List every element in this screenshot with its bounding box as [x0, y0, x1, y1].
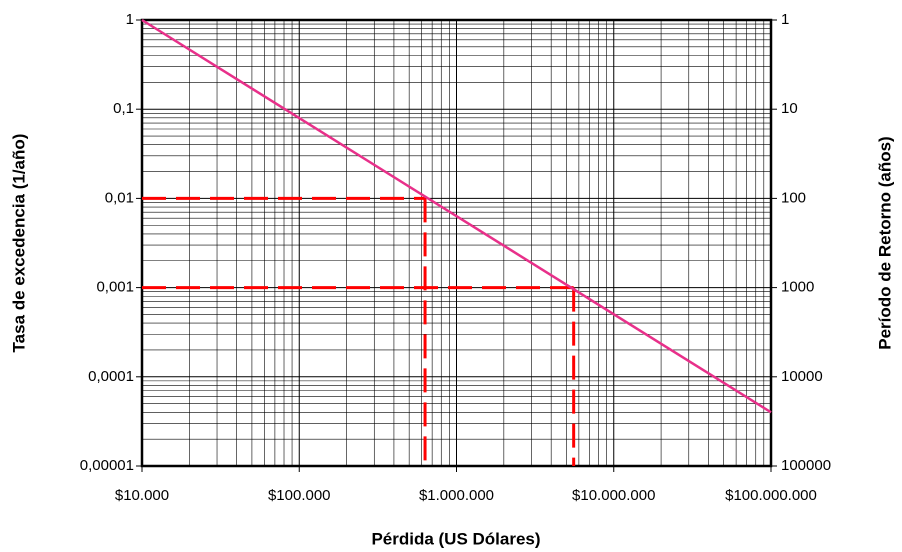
y2-tick-label: 10000 [781, 368, 823, 385]
y2-tick-label: 100000 [781, 457, 831, 474]
y2-tick-label: 1 [781, 11, 789, 28]
x-tick-label: $100.000 [268, 487, 331, 504]
x-axis-title: Pérdida (US Dólares) [371, 529, 540, 548]
y-tick-label: 0,00001 [80, 457, 134, 474]
y2-tick-label: 100 [781, 189, 806, 206]
x-tick-label: $10.000 [115, 487, 169, 504]
y-tick-label: 0,0001 [88, 368, 134, 385]
y-tick-label: 0,1 [113, 100, 134, 117]
y-axis-title: Tasa de excedencia (1/año) [9, 134, 28, 353]
y2-axis-title: Período de Retorno (años) [875, 136, 894, 349]
plot-border [140, 18, 773, 468]
y-tick-label: 0,001 [96, 279, 134, 296]
x-tick-label: $100.000.000 [725, 487, 817, 504]
y2-tick-label: 10 [781, 100, 798, 117]
y-tick-label: 0,01 [105, 189, 134, 206]
x-tick-label: $1.000.000 [419, 487, 494, 504]
x-tick-label: $10.000.000 [572, 487, 655, 504]
series-line [141, 18, 772, 414]
y-tick-label: 1 [126, 11, 134, 28]
y2-tick-label: 1000 [781, 279, 814, 296]
